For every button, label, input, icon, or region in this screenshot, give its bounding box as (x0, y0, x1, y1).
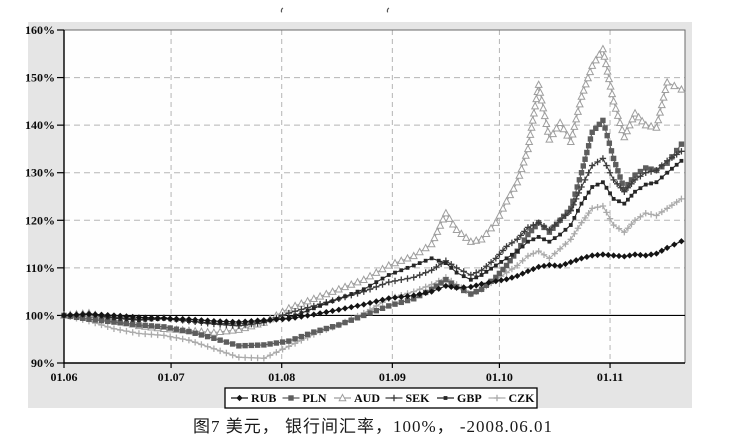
y-tick-label: 160% (25, 23, 55, 37)
series-RUB (60, 238, 685, 326)
legend-item-AUD: AUD (334, 391, 380, 405)
clipped-title-mark (386, 7, 390, 13)
legend-label: GBP (457, 391, 482, 405)
legend-item-SEK: SEK (385, 391, 431, 405)
x-tick-label: 01.09 (379, 370, 406, 384)
x-tick-label: 01.06 (51, 370, 78, 384)
legend: RUB PLN AUD SEK GBP CZK (224, 387, 538, 409)
legend-item-RUB: RUB (231, 391, 276, 405)
exchange-rate-chart: 90% 100% 110% 120% 130% 140% 150% 160% 01.06 01.0… (25, 7, 692, 409)
legend-item-GBP: GBP (437, 391, 482, 405)
legend-label: CZK (509, 391, 536, 405)
y-tick-label: 100% (25, 308, 55, 322)
x-tick-label: 01.11 (597, 370, 623, 384)
plot-frame (64, 29, 686, 363)
x-tick-label: 01.10 (486, 370, 513, 384)
legend-item-PLN: PLN (282, 391, 327, 405)
legend-item-CZK: CZK (488, 391, 536, 405)
y-tick-label: 130% (25, 166, 55, 180)
y-tick-label: 90% (31, 356, 55, 370)
figure-caption: 图7 美元， 银行间汇率，100%， -2008.06.01 (192, 417, 554, 436)
clipped-title-mark (280, 7, 284, 13)
legend-label: RUB (251, 391, 276, 405)
x-tick-label: 01.08 (268, 370, 295, 384)
legend-label: AUD (354, 391, 380, 405)
x-tick-label: 01.07 (158, 370, 185, 384)
y-tick-label: 120% (25, 213, 55, 227)
series-PLN (61, 117, 685, 349)
y-tick-label: 150% (25, 71, 55, 85)
y-tick-label: 110% (26, 261, 55, 275)
y-tick-label: 140% (25, 118, 55, 132)
legend-label: PLN (303, 391, 327, 405)
legend-label: SEK (406, 391, 431, 405)
legend-box (224, 387, 538, 409)
series-AUD (59, 44, 686, 336)
